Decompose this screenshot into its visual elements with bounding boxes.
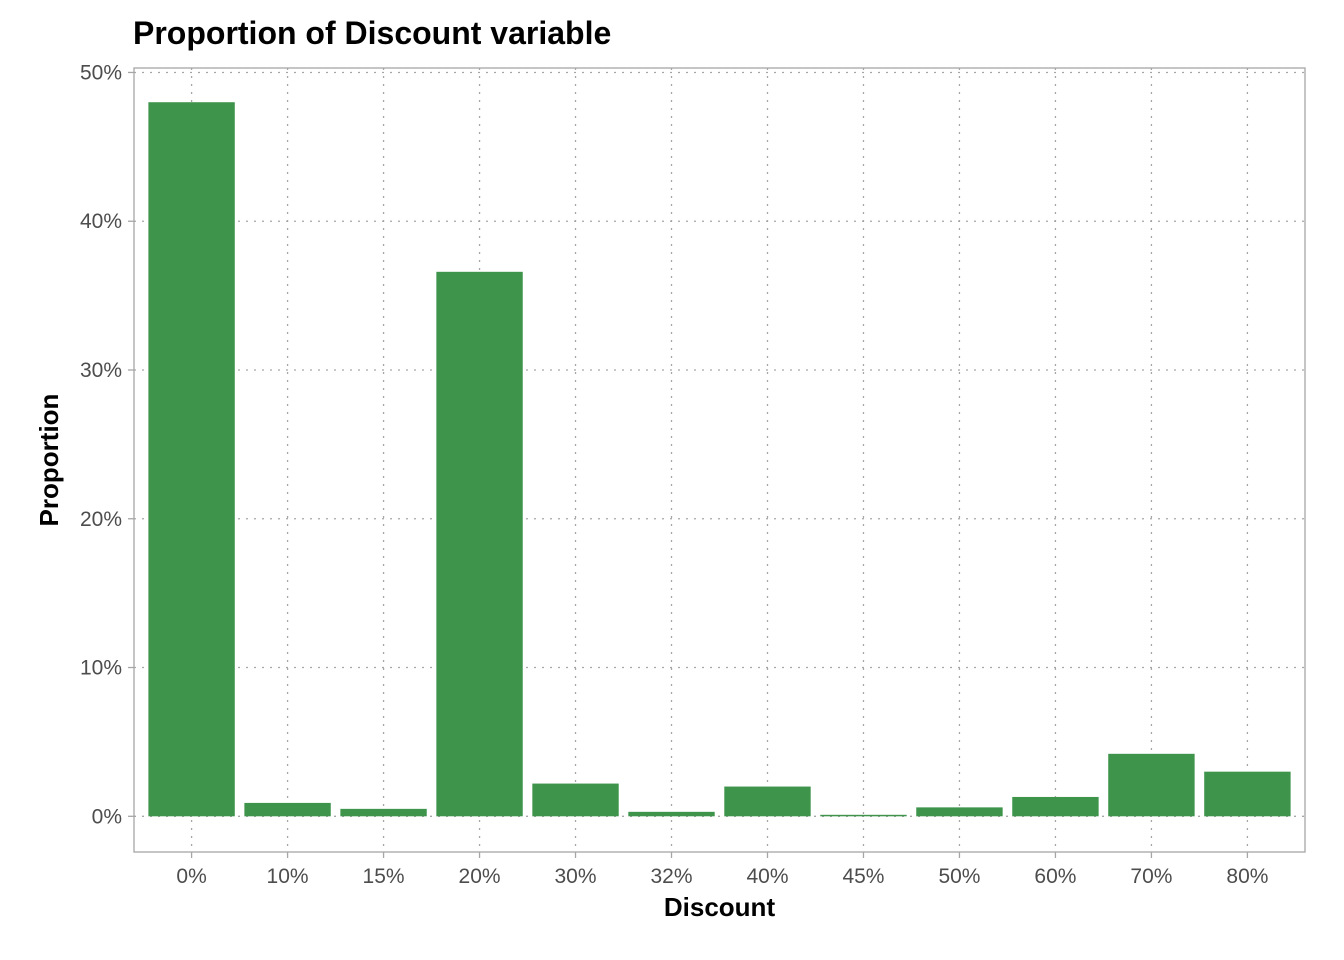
x-tick-label: 40% [746, 865, 788, 888]
x-tick-label: 50% [938, 865, 980, 888]
y-axis-ticks: 0% 10% 20% 30% 40% 50% [80, 61, 134, 828]
x-tick-label: 60% [1034, 865, 1076, 888]
x-tick-label: 0% [176, 865, 206, 888]
bar [244, 802, 331, 817]
y-tick-label: 40% [80, 210, 122, 233]
bar [628, 811, 715, 817]
y-axis-title: Proportion [34, 394, 64, 527]
x-tick-label: 70% [1130, 865, 1172, 888]
bar [340, 808, 427, 817]
bars [148, 102, 1291, 817]
x-tick-label: 15% [363, 865, 405, 888]
x-axis-ticks: 0% 10% 15% 20% 30% 32% 40% 45% 50% 60% 70% 80% [176, 852, 1268, 888]
y-tick-label: 30% [80, 359, 122, 382]
bar [1012, 796, 1099, 817]
bar [436, 271, 523, 817]
bar [916, 807, 1003, 817]
x-tick-label: 20% [459, 865, 501, 888]
x-axis-title: Discount [664, 892, 776, 922]
bar [1108, 753, 1195, 817]
x-tick-label: 30% [555, 865, 597, 888]
x-tick-label: 80% [1226, 865, 1268, 888]
chart-title: Proportion of Discount variable [133, 15, 611, 51]
bar [724, 786, 811, 817]
bar [532, 783, 619, 817]
y-tick-label: 50% [80, 61, 122, 84]
bar [820, 814, 907, 817]
y-tick-label: 0% [92, 805, 122, 828]
bar [148, 102, 235, 817]
grid-lines [134, 68, 1305, 852]
x-tick-label: 10% [267, 865, 309, 888]
plot-panel [133, 67, 1306, 853]
x-tick-label: 45% [842, 865, 884, 888]
x-tick-label: 32% [650, 865, 692, 888]
y-tick-label: 20% [80, 508, 122, 531]
y-tick-label: 10% [80, 657, 122, 680]
bar [1204, 771, 1291, 817]
